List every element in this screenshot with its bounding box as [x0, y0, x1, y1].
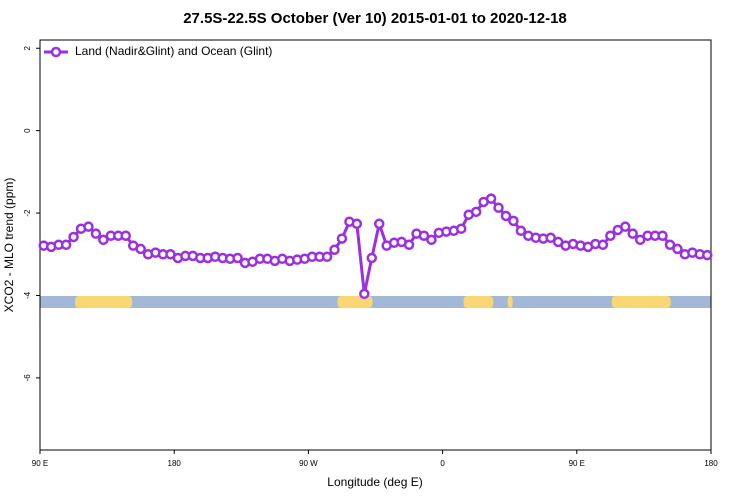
land-band — [463, 296, 494, 308]
point — [657, 230, 668, 241]
y-tick-label: 0 — [23, 128, 32, 133]
point — [321, 251, 333, 262]
point — [351, 218, 363, 230]
point — [485, 193, 497, 204]
point — [90, 228, 102, 239]
point — [500, 210, 512, 222]
point — [597, 239, 609, 251]
point — [672, 243, 683, 255]
y-tick-label: -4 — [23, 291, 32, 299]
x-axis-label: Longitude (deg E) — [327, 475, 422, 489]
point — [329, 244, 340, 255]
point — [605, 230, 616, 241]
point — [508, 215, 519, 227]
point — [664, 239, 676, 251]
land-band — [75, 296, 133, 308]
x-tick-label: 90 E — [32, 459, 48, 468]
y-axis-label: XCO2 - MLO trend (ppm) — [2, 178, 16, 313]
land-band — [507, 296, 513, 308]
point — [336, 233, 348, 244]
point — [627, 228, 638, 239]
point — [98, 234, 109, 246]
chart-title: 27.5S-22.5S October (Ver 10) 2015-01-01 … — [183, 10, 567, 27]
land-band — [611, 296, 671, 308]
x-tick-label: 90 W — [299, 459, 318, 468]
point — [455, 223, 467, 234]
y-tick-label: -2 — [23, 209, 32, 217]
point — [135, 243, 146, 255]
point — [620, 221, 631, 232]
point — [83, 221, 94, 232]
ocean-band — [40, 296, 711, 308]
x-tick-label: 180 — [704, 459, 718, 468]
point — [60, 239, 72, 251]
point — [359, 288, 370, 300]
point — [366, 252, 378, 264]
point — [120, 230, 131, 241]
x-tick-label: 180 — [168, 459, 182, 468]
point — [702, 249, 713, 261]
point — [426, 234, 437, 246]
legend-marker — [50, 46, 62, 58]
y-tick-label: -6 — [23, 374, 32, 382]
point — [403, 239, 415, 251]
point — [418, 230, 430, 241]
point — [373, 218, 385, 230]
legend-label: Land (Nadir&Glint) and Ocean (Glint) — [75, 44, 272, 58]
point — [515, 225, 527, 237]
point — [232, 252, 243, 264]
x-tick-label: 90 E — [569, 459, 585, 468]
point — [470, 206, 482, 218]
point — [68, 231, 79, 243]
point — [493, 202, 504, 213]
point — [634, 234, 646, 246]
y-tick-label: 2 — [23, 45, 32, 50]
point — [545, 232, 556, 244]
x-tick-label: 0 — [440, 459, 445, 468]
